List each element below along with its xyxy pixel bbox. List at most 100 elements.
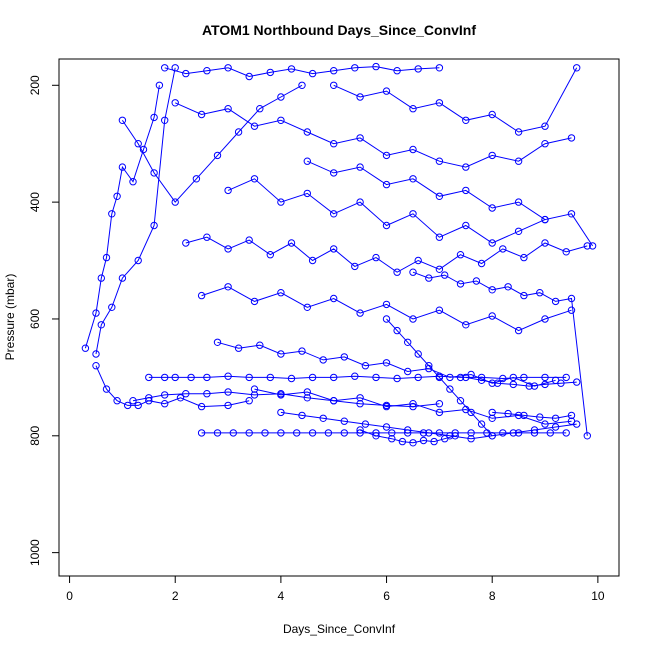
- series-line: [121, 84, 303, 203]
- data-point: [250, 122, 259, 130]
- data-point: [382, 180, 391, 189]
- series-line: [465, 376, 577, 387]
- series-17: [303, 157, 597, 250]
- data-point: [330, 373, 338, 382]
- data-point: [382, 300, 391, 309]
- data-point: [541, 420, 549, 428]
- series-line: [280, 411, 577, 440]
- series-line: [148, 375, 567, 380]
- series-line: [254, 388, 572, 425]
- series-8: [171, 99, 576, 171]
- data-point: [303, 157, 311, 165]
- data-point: [197, 110, 206, 119]
- data-point: [361, 362, 370, 370]
- data-point: [182, 69, 190, 78]
- data-point: [588, 242, 597, 250]
- data-point: [520, 253, 528, 262]
- y-tick-label: 200: [28, 75, 42, 95]
- data-point: [567, 294, 576, 303]
- series-line: [84, 85, 160, 349]
- data-point: [224, 64, 232, 72]
- data-point: [356, 394, 364, 402]
- data-point: [372, 62, 380, 71]
- data-point: [224, 105, 232, 113]
- data-point: [277, 116, 285, 125]
- data-point: [171, 99, 179, 107]
- y-tick-label: 1000: [28, 539, 42, 566]
- data-point: [520, 291, 528, 300]
- data-point: [340, 353, 348, 361]
- data-point: [356, 163, 364, 171]
- data-point: [573, 64, 581, 72]
- data-point: [409, 439, 417, 447]
- chart-title: ATOM1 Northbound Days_Since_ConvInf: [202, 22, 476, 38]
- data-point: [504, 409, 512, 418]
- data-point: [382, 359, 391, 367]
- data-point: [266, 251, 274, 259]
- data-point: [372, 253, 380, 262]
- series-line: [227, 178, 546, 244]
- series-line: [201, 286, 572, 332]
- data-point: [245, 373, 253, 382]
- data-point: [456, 251, 465, 259]
- data-point: [298, 81, 306, 90]
- y-tick-label: 400: [28, 192, 42, 212]
- data-point: [171, 373, 179, 382]
- data-point: [245, 429, 253, 437]
- data-point: [330, 81, 338, 90]
- data-point: [319, 356, 327, 364]
- data-point: [187, 373, 195, 382]
- data-point: [182, 390, 190, 398]
- data-point: [155, 81, 164, 90]
- data-point: [430, 437, 438, 446]
- data-point: [224, 186, 232, 195]
- data-point: [435, 233, 444, 241]
- data-point: [298, 347, 306, 355]
- data-point: [287, 374, 296, 383]
- data-point: [514, 128, 523, 136]
- data-point: [520, 373, 528, 382]
- data-point: [266, 373, 274, 382]
- data-point: [583, 242, 591, 250]
- series-0: [81, 81, 164, 352]
- data-point: [92, 309, 100, 317]
- data-point: [488, 312, 496, 320]
- data-point: [477, 376, 486, 384]
- data-point: [409, 268, 417, 276]
- data-point: [182, 239, 190, 247]
- series-14: [277, 408, 581, 443]
- data-point: [356, 198, 364, 206]
- series-line: [95, 365, 250, 408]
- data-point: [277, 429, 285, 437]
- data-point: [504, 283, 512, 291]
- series-13: [250, 385, 576, 428]
- data-point: [441, 435, 449, 443]
- data-point: [488, 414, 496, 422]
- data-point: [488, 239, 496, 247]
- data-point: [97, 321, 106, 329]
- data-point: [250, 385, 259, 393]
- data-point: [356, 134, 364, 142]
- data-point: [118, 163, 127, 171]
- data-point: [435, 265, 444, 273]
- data-point: [382, 87, 391, 95]
- data-point: [303, 189, 311, 198]
- data-point: [541, 373, 549, 382]
- data-point: [462, 221, 470, 230]
- data-point: [192, 175, 201, 183]
- data-point: [536, 413, 544, 421]
- data-point: [250, 175, 259, 183]
- series-line: [185, 236, 588, 273]
- data-point: [541, 140, 549, 148]
- data-point: [509, 429, 517, 437]
- data-point: [224, 245, 232, 253]
- data-point: [467, 408, 475, 417]
- data-point: [203, 390, 211, 398]
- data-point: [224, 283, 232, 291]
- data-point: [213, 151, 222, 160]
- series-7: [161, 62, 444, 81]
- data-point: [171, 198, 179, 206]
- data-point: [514, 198, 523, 206]
- data-point: [509, 380, 517, 389]
- data-point: [250, 297, 259, 306]
